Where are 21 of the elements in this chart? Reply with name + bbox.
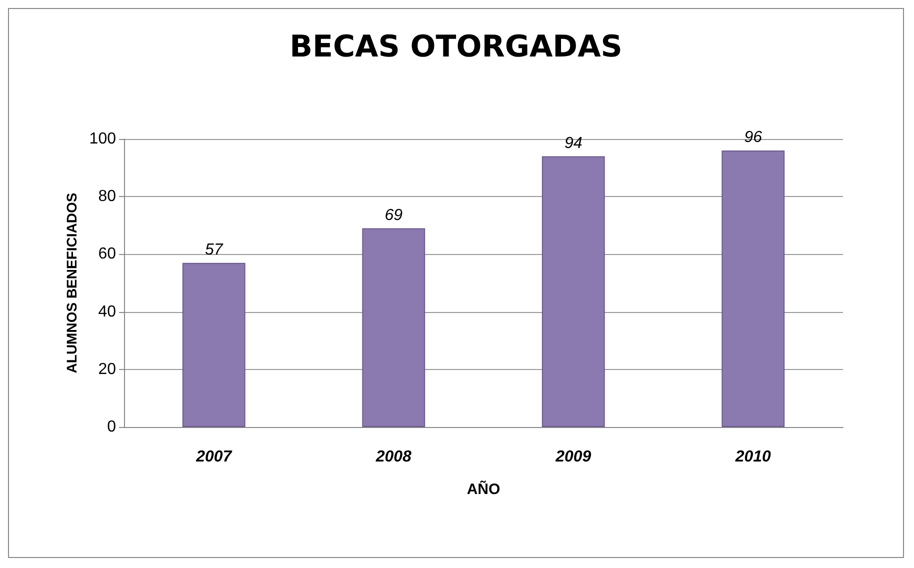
x-tick-label: 2009 — [554, 448, 592, 466]
y-tick-label: 0 — [107, 418, 116, 436]
y-tick-label: 60 — [98, 246, 116, 263]
data-label: 69 — [384, 206, 403, 224]
data-label: 96 — [744, 129, 762, 146]
x-tick-label: 2007 — [195, 448, 233, 466]
chart-title: BECAS OTORGADAS — [290, 30, 622, 64]
y-tick-label: 40 — [98, 303, 116, 320]
x-tick-label: 2010 — [734, 448, 772, 466]
bar — [362, 228, 426, 427]
bar — [722, 150, 785, 427]
data-label: 57 — [204, 241, 224, 258]
bar — [182, 262, 246, 427]
y-tick-label: 80 — [98, 188, 116, 206]
y-tick-label: 20 — [98, 360, 116, 378]
x-axis-title: AÑO — [466, 480, 500, 498]
y-axis-title: ALUMNOS BENEFICIADOS — [63, 192, 80, 374]
bar — [542, 156, 605, 427]
x-tick-label: 2008 — [374, 448, 412, 466]
data-label: 94 — [564, 134, 582, 152]
y-tick-label: 100 — [89, 130, 116, 148]
